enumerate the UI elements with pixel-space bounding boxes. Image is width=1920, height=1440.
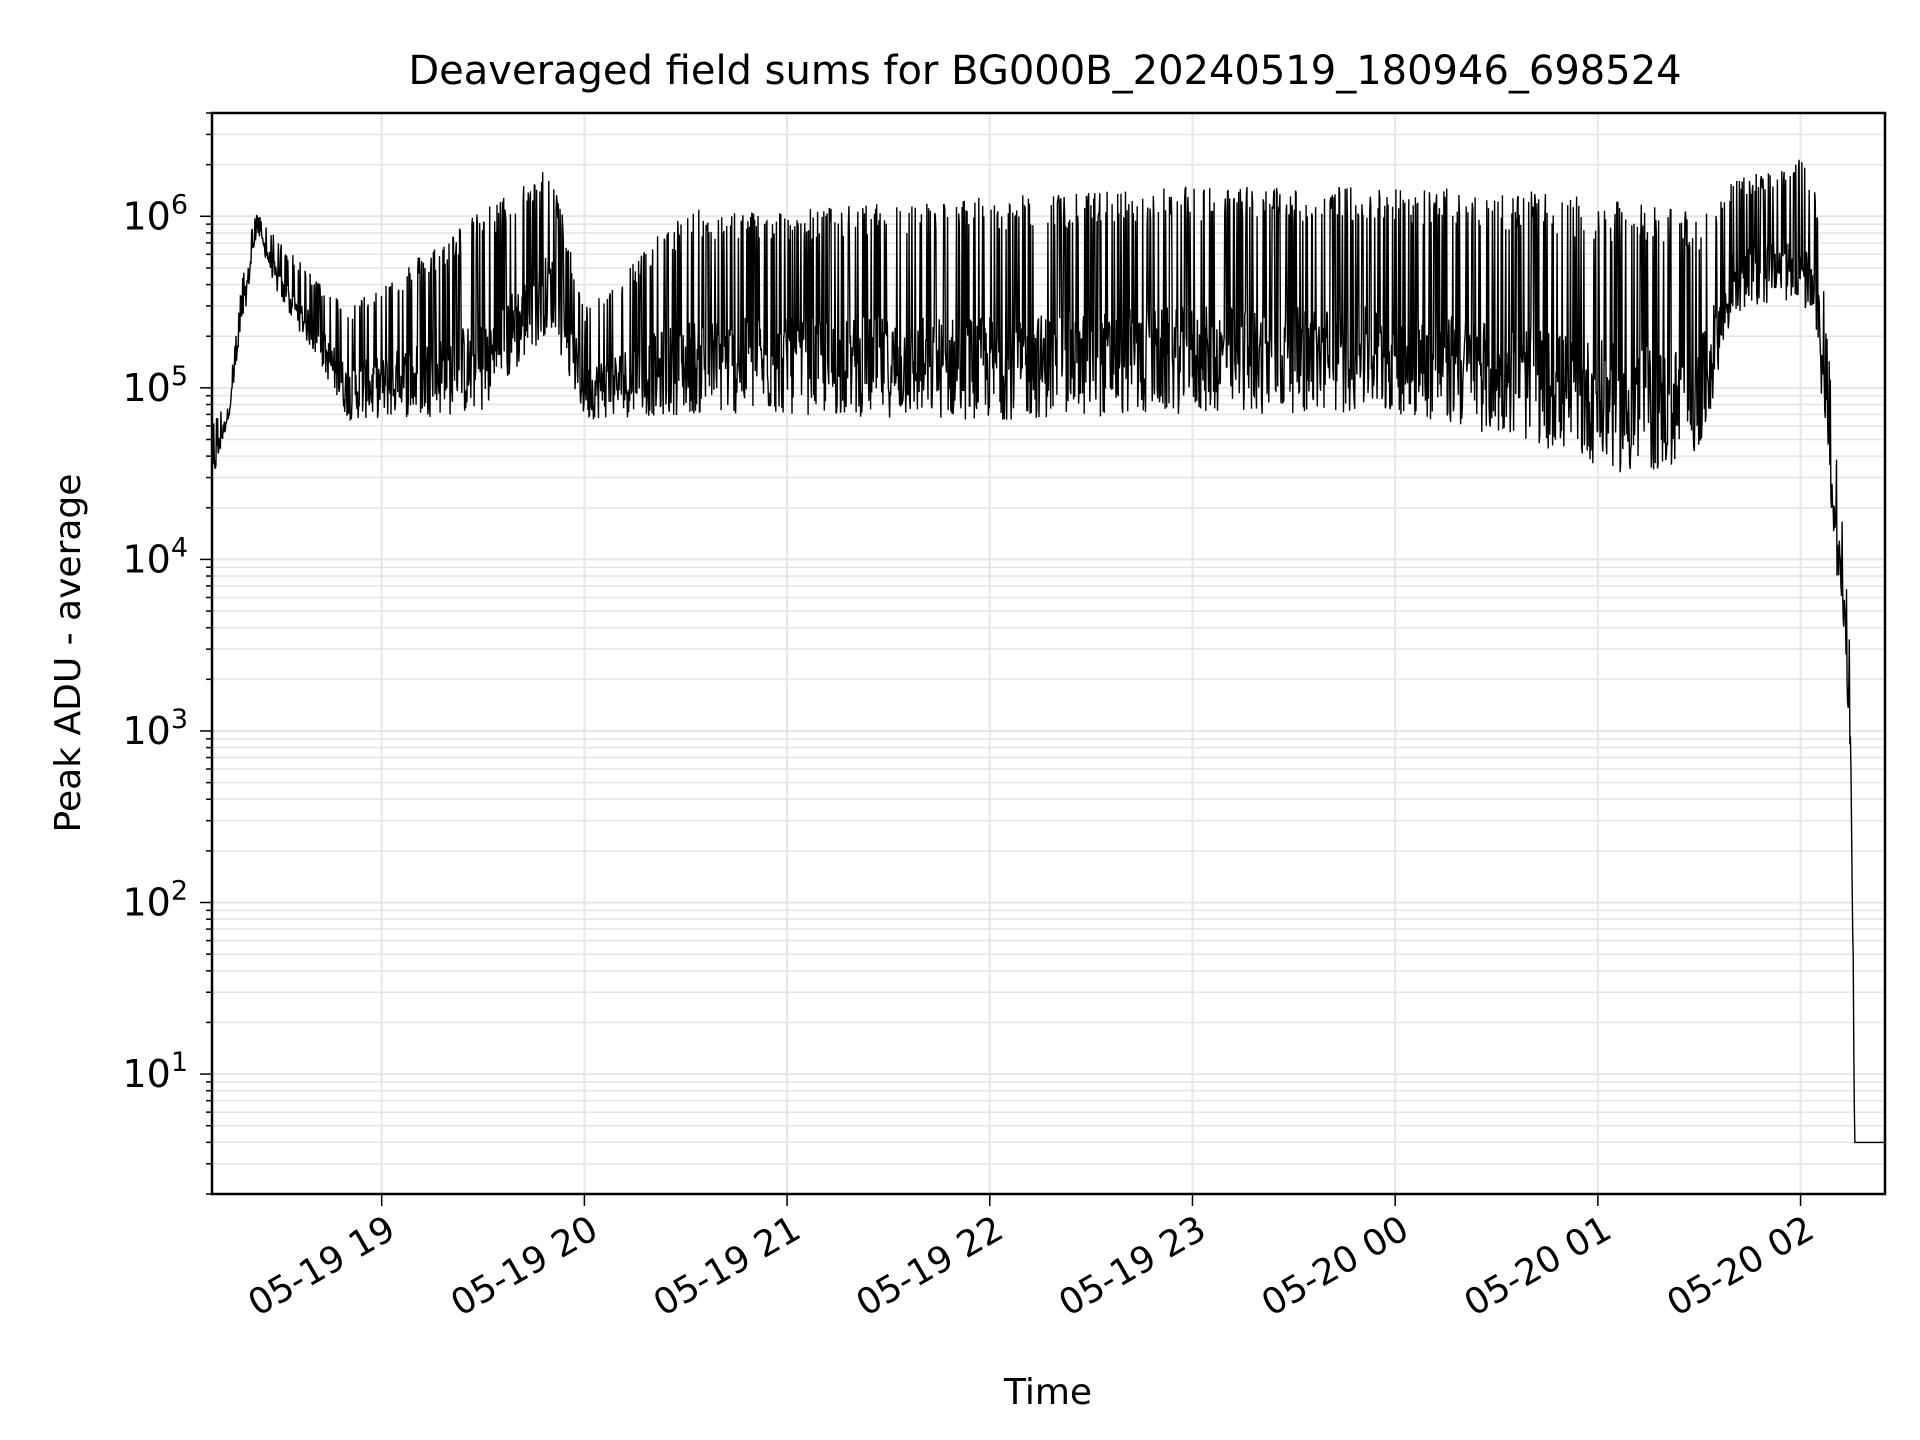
series-line	[211, 159, 1885, 1144]
y-tick-label: 102	[122, 876, 188, 925]
x-axis-label: Time	[1003, 1372, 1092, 1413]
y-tick-label: 103	[122, 704, 188, 753]
y-tick-label: 104	[122, 532, 188, 581]
y-tick-label: 105	[122, 361, 188, 410]
plot-frame	[210, 111, 1887, 1196]
chart-title: Deaveraged field sums for BG000B_2024051…	[408, 48, 1681, 94]
y-tick-label: 106	[122, 189, 188, 238]
y-tick-label: 101	[122, 1047, 188, 1096]
y-axis-label: Peak ADU - average	[48, 474, 89, 833]
series	[211, 159, 1885, 1144]
